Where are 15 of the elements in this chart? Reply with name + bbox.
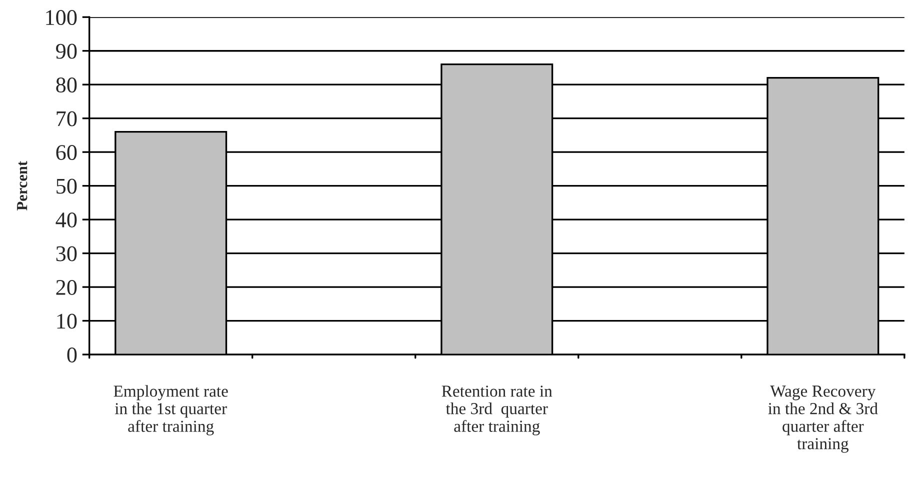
x-tick-label: Wage Recovery in the 2nd & 3rd quarter after training <box>768 386 878 453</box>
y-tick-label: 90 <box>56 44 77 59</box>
y-tick-label: 0 <box>67 347 77 362</box>
y-tick-label: 100 <box>46 10 77 26</box>
y-tick-label: 20 <box>56 280 77 295</box>
y-tick-label: 30 <box>56 246 77 262</box>
x-tick-label: Employment rate in the 1st quarter after training <box>114 385 228 436</box>
y-tick-label: 60 <box>56 145 77 160</box>
y-axis-title: Percent <box>17 161 28 210</box>
y-tick-label: 70 <box>56 111 77 126</box>
y-tick-label: 10 <box>57 314 77 329</box>
x-tick-label: Retention rate in the 3rd quarter after training <box>442 386 552 436</box>
y-tick-label: 80 <box>56 78 77 93</box>
y-tick-label: 50 <box>56 178 77 194</box>
y-tick-label: 40 <box>56 212 77 228</box>
